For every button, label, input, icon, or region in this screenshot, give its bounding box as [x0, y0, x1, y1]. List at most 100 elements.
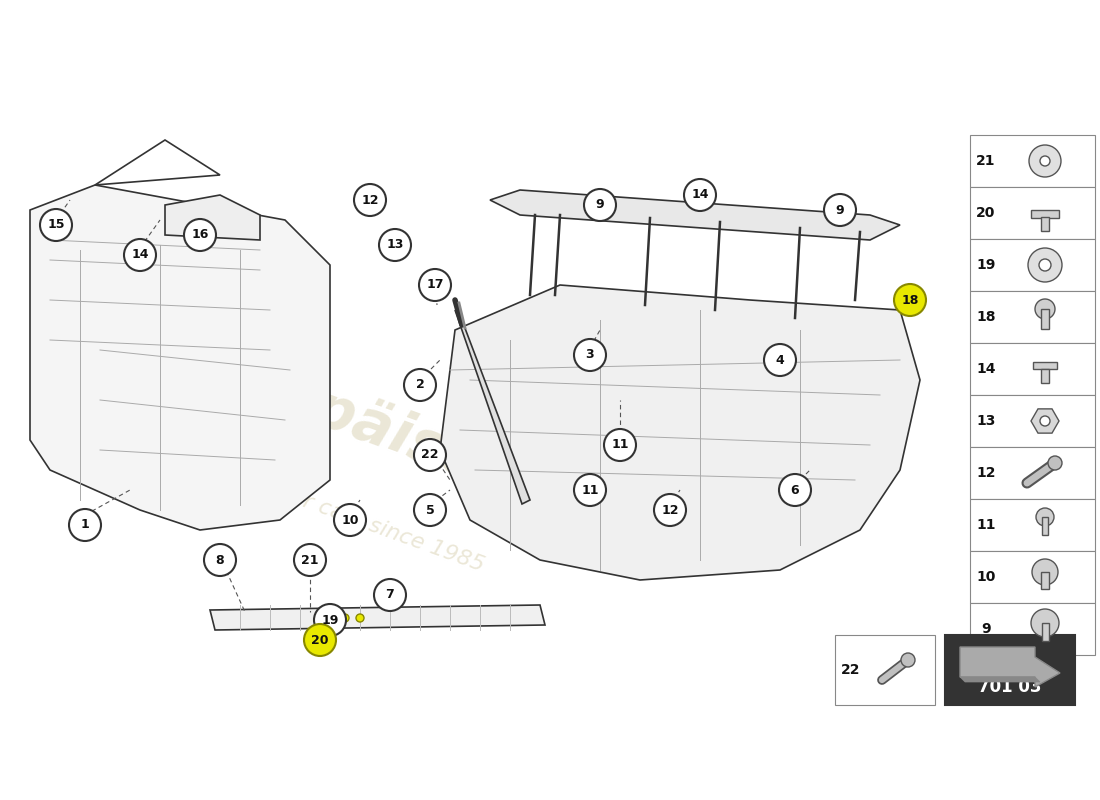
Text: 18: 18 [977, 310, 996, 324]
Circle shape [584, 189, 616, 221]
Polygon shape [1031, 409, 1059, 433]
Circle shape [824, 194, 856, 226]
Text: 15: 15 [47, 218, 65, 231]
Text: 17: 17 [427, 278, 443, 291]
Bar [945, 635, 1075, 705]
Circle shape [1048, 456, 1062, 470]
Circle shape [1031, 609, 1059, 637]
Bar [1033, 362, 1057, 369]
Bar [1041, 217, 1049, 231]
Text: 10: 10 [341, 514, 359, 526]
Bar [1041, 369, 1049, 383]
Bar [970, 135, 1094, 187]
Text: 19: 19 [321, 614, 339, 626]
Circle shape [1032, 559, 1058, 585]
Text: 14: 14 [691, 189, 708, 202]
Circle shape [1040, 156, 1050, 166]
Circle shape [184, 219, 216, 251]
Bar [970, 187, 1094, 239]
Circle shape [204, 544, 236, 576]
Text: 9: 9 [836, 203, 845, 217]
Text: 22: 22 [421, 449, 439, 462]
Circle shape [356, 614, 364, 622]
Text: 20: 20 [311, 634, 329, 646]
Bar [1041, 309, 1049, 329]
Bar [970, 603, 1094, 655]
Circle shape [901, 653, 915, 667]
Circle shape [419, 269, 451, 301]
Circle shape [1040, 259, 1050, 271]
Text: 7: 7 [386, 589, 395, 602]
Circle shape [1028, 248, 1062, 282]
Circle shape [294, 544, 326, 576]
Text: 5: 5 [426, 503, 434, 517]
Text: 1: 1 [80, 518, 89, 531]
Bar [1041, 572, 1049, 589]
Text: 9: 9 [981, 622, 991, 636]
Bar [970, 239, 1094, 291]
Text: 18: 18 [901, 294, 918, 306]
Text: 21: 21 [977, 154, 996, 168]
Text: 12: 12 [977, 466, 996, 480]
Circle shape [341, 614, 349, 622]
Text: a passion for cars since 1985: a passion for cars since 1985 [174, 445, 486, 575]
Text: 11: 11 [612, 438, 629, 451]
Text: 21: 21 [301, 554, 319, 566]
Bar [970, 343, 1094, 395]
Circle shape [1035, 299, 1055, 319]
Bar [1031, 210, 1059, 218]
Text: 20: 20 [977, 206, 996, 220]
Text: 16: 16 [191, 229, 209, 242]
Circle shape [894, 284, 926, 316]
Text: 3: 3 [585, 349, 594, 362]
Bar [1042, 517, 1048, 535]
Circle shape [1028, 145, 1062, 177]
Text: 12: 12 [661, 503, 679, 517]
Polygon shape [455, 310, 530, 504]
Circle shape [1040, 416, 1050, 426]
Circle shape [374, 579, 406, 611]
Text: europäisches: europäisches [165, 329, 595, 531]
Text: 2: 2 [416, 378, 425, 391]
Text: 14: 14 [977, 362, 996, 376]
Bar [970, 447, 1094, 499]
Circle shape [1036, 508, 1054, 526]
Circle shape [124, 239, 156, 271]
Polygon shape [960, 647, 1060, 687]
Polygon shape [210, 605, 544, 630]
Text: 8: 8 [216, 554, 224, 566]
Circle shape [414, 439, 446, 471]
Text: 9: 9 [596, 198, 604, 211]
Text: 11: 11 [977, 518, 996, 532]
Bar [970, 395, 1094, 447]
Polygon shape [960, 677, 1040, 682]
Bar [970, 291, 1094, 343]
Text: 13: 13 [386, 238, 404, 251]
Circle shape [654, 494, 686, 526]
Text: 12: 12 [361, 194, 378, 206]
Circle shape [404, 369, 436, 401]
Text: 6: 6 [791, 483, 800, 497]
Text: 19: 19 [977, 258, 996, 272]
Circle shape [779, 474, 811, 506]
Circle shape [314, 604, 346, 636]
Text: 4: 4 [776, 354, 784, 366]
Circle shape [304, 624, 336, 656]
Circle shape [574, 339, 606, 371]
Circle shape [414, 494, 446, 526]
Polygon shape [165, 195, 260, 240]
Circle shape [354, 184, 386, 216]
Polygon shape [490, 190, 900, 240]
Circle shape [604, 429, 636, 461]
Bar [835, 635, 935, 705]
Circle shape [69, 509, 101, 541]
Circle shape [334, 504, 366, 536]
Polygon shape [30, 185, 330, 530]
Bar [970, 499, 1094, 551]
Bar [1042, 623, 1048, 641]
Text: 14: 14 [131, 249, 149, 262]
Text: 701 03: 701 03 [978, 678, 1042, 697]
Circle shape [574, 474, 606, 506]
Circle shape [684, 179, 716, 211]
Circle shape [326, 613, 334, 621]
